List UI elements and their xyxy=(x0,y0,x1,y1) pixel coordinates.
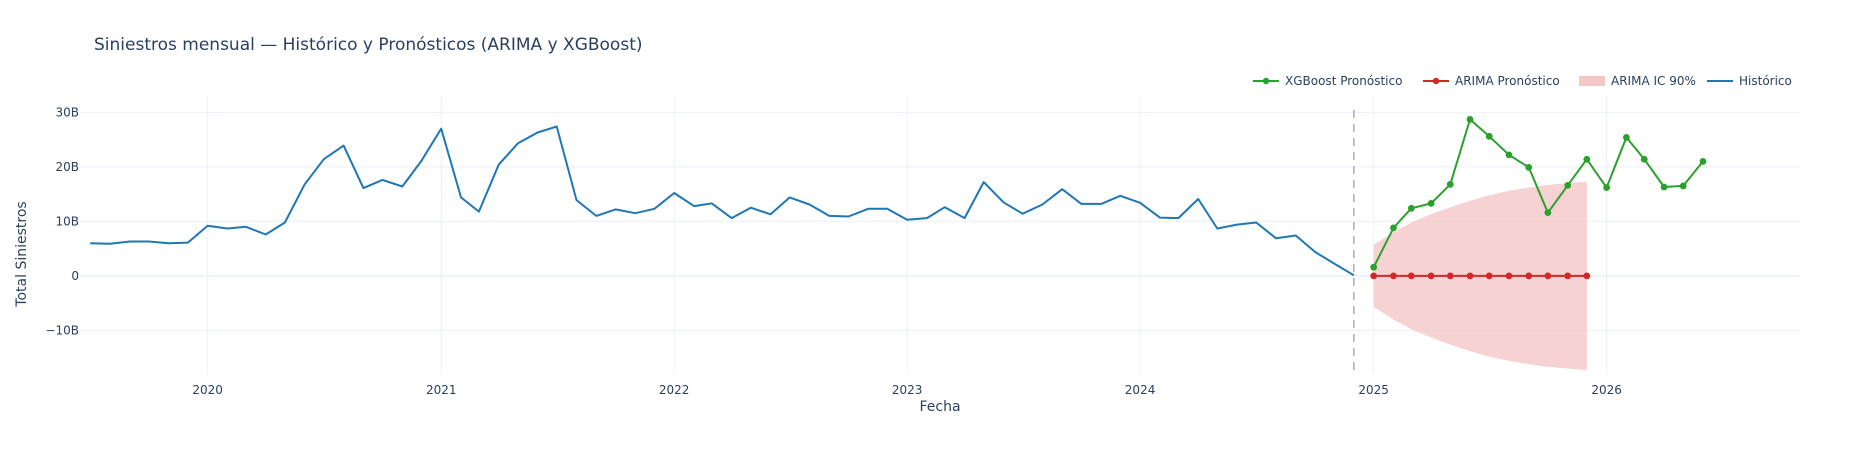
arima-point xyxy=(1407,272,1415,280)
xgb-point xyxy=(1583,155,1591,163)
arima-point xyxy=(1485,272,1493,280)
x-tick-label: 2026 xyxy=(1591,383,1622,397)
xgb-point xyxy=(1660,183,1668,191)
legend[interactable]: XGBoost Pronóstico ARIMA Pronóstico ARIMA … xyxy=(1253,74,1792,88)
xgb-point xyxy=(1505,151,1513,159)
y-axis-title: Total Siniestros xyxy=(14,201,30,307)
arima-point xyxy=(1390,272,1397,280)
arima-point xyxy=(1370,272,1378,280)
arima-point xyxy=(1525,272,1533,280)
xgb-point xyxy=(1603,184,1611,191)
x-tick-label: 2025 xyxy=(1358,383,1389,397)
xgb-point xyxy=(1485,132,1493,140)
xgb-point xyxy=(1564,181,1572,189)
xgb-point xyxy=(1466,116,1474,123)
arima-point xyxy=(1564,272,1572,280)
arima-point xyxy=(1505,272,1513,280)
y-tick-label: 10B xyxy=(55,214,79,228)
xgb-point xyxy=(1623,134,1630,141)
xgb-point xyxy=(1427,199,1435,207)
arima-point xyxy=(1427,272,1435,280)
xgb-line xyxy=(1372,118,1704,268)
xgb-point xyxy=(1699,158,1707,165)
y-tick-label: 20B xyxy=(55,160,79,174)
legend-swatch xyxy=(1579,76,1605,86)
xgb-point xyxy=(1390,224,1397,232)
legend-label: ARIMA Pronóstico xyxy=(1455,74,1560,88)
x-tick-label: 2024 xyxy=(1125,383,1156,397)
legend-marker xyxy=(1262,77,1270,85)
arima-point xyxy=(1583,272,1591,280)
x-tick-label: 2022 xyxy=(659,383,690,397)
x-axis-title: Fecha xyxy=(919,399,960,415)
legend-item-arima[interactable]: ARIMA Pronóstico xyxy=(1423,74,1560,88)
legend-marker xyxy=(1432,77,1440,85)
arima-point xyxy=(1446,272,1454,280)
xgb-point xyxy=(1525,164,1533,171)
legend-item-band[interactable]: ARIMA IC 90% xyxy=(1579,74,1696,88)
x-tick-label: 2021 xyxy=(426,383,457,397)
legend-item-hist[interactable]: Histórico xyxy=(1707,74,1792,88)
xgb-point xyxy=(1544,209,1552,217)
y-tick-label: −10B xyxy=(45,323,79,337)
series-markers xyxy=(1370,116,1707,280)
legend-label: XGBoost Pronóstico xyxy=(1285,74,1402,88)
y-tick-label: 0 xyxy=(71,269,79,283)
xgb-point xyxy=(1679,182,1687,190)
xgb-point xyxy=(1640,155,1648,163)
legend-label: ARIMA IC 90% xyxy=(1611,74,1696,88)
y-tick-label: 30B xyxy=(55,105,79,119)
y-axis-ticks: 30B 20B 10B 0 −10B xyxy=(45,105,79,337)
chart-title: Siniestros mensual — Histórico y Pronóst… xyxy=(94,35,643,55)
arima-point xyxy=(1544,272,1552,280)
legend-item-xgb[interactable]: XGBoost Pronóstico xyxy=(1253,74,1402,88)
x-axis-ticks: 2020 2021 2022 2023 2024 2025 2026 xyxy=(192,383,1622,397)
hist-line xyxy=(90,125,1355,277)
arima-point xyxy=(1466,272,1474,280)
xgb-point xyxy=(1446,180,1454,188)
xgb-point xyxy=(1370,263,1378,271)
xgb-point xyxy=(1407,204,1415,212)
legend-label: Histórico xyxy=(1739,74,1792,88)
x-tick-label: 2023 xyxy=(892,383,923,397)
x-tick-label: 2020 xyxy=(192,383,223,397)
